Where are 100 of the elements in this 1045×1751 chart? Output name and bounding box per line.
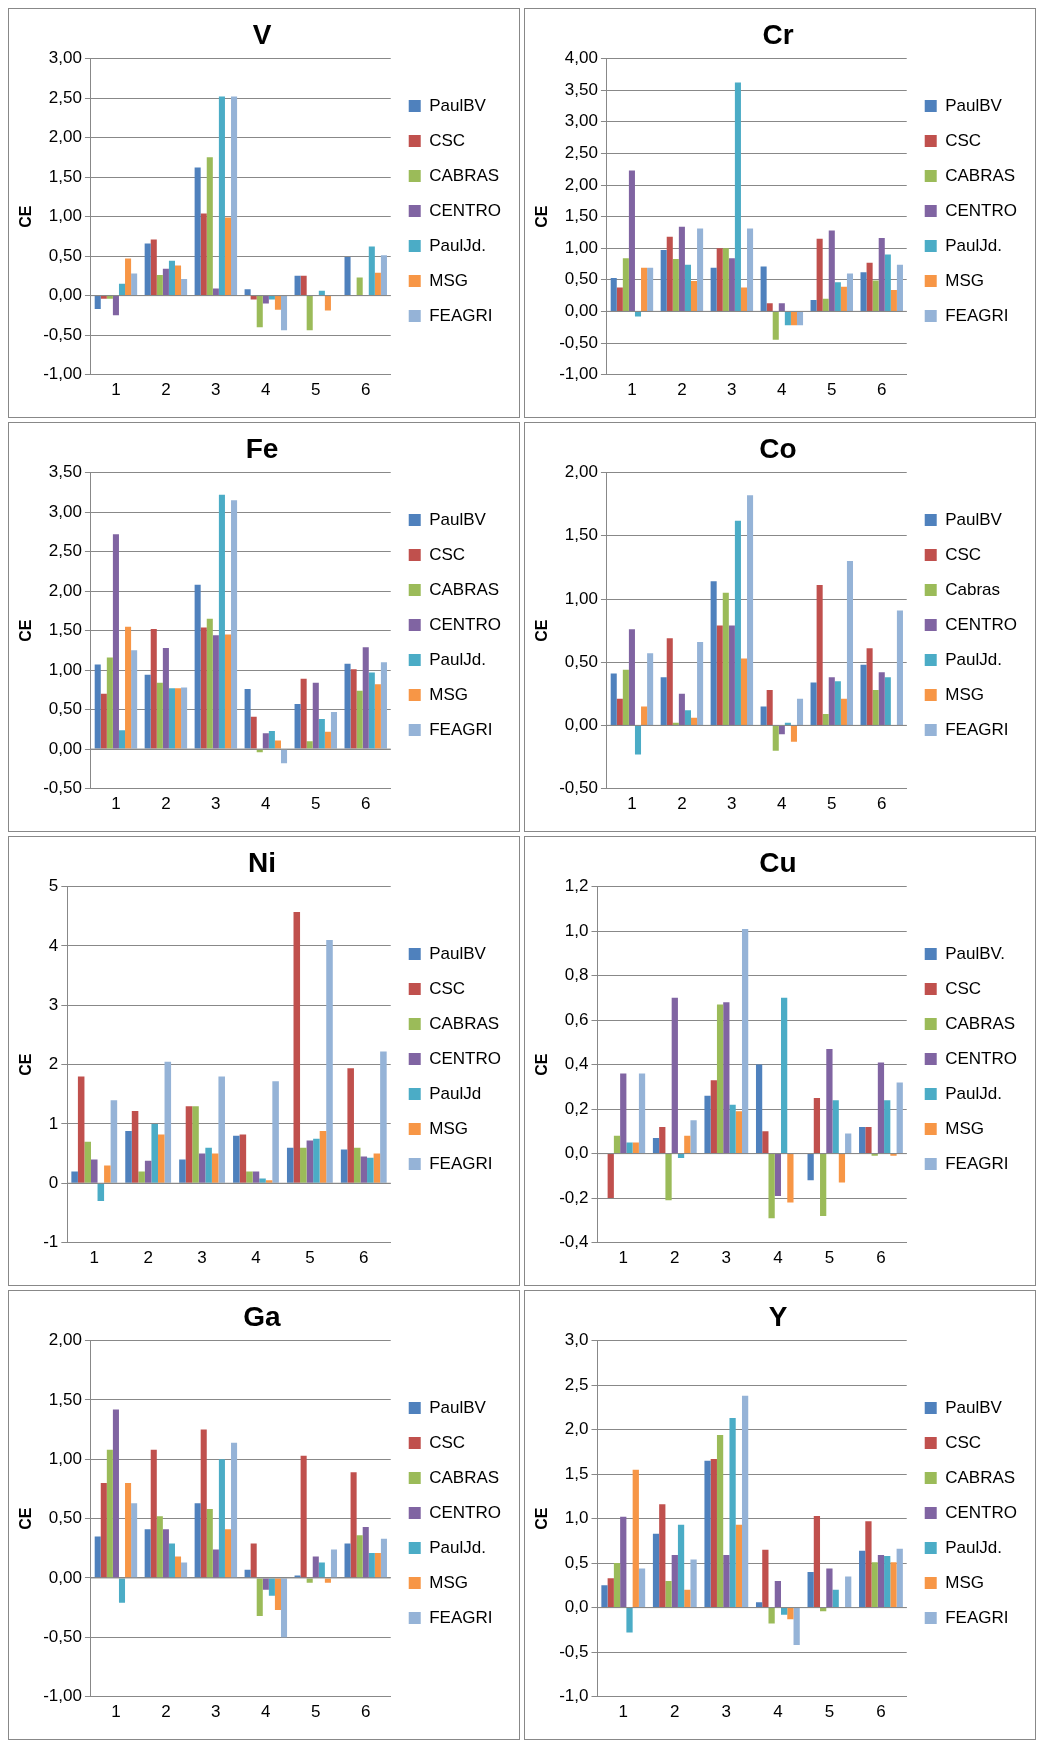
- legend-label: PaulBV: [429, 95, 487, 115]
- bar: [774, 1580, 782, 1608]
- bar: [760, 706, 767, 725]
- bar: [810, 682, 817, 725]
- y-tick-label: -0,50: [559, 332, 598, 352]
- y-tick-label: -0,2: [559, 1187, 589, 1207]
- bar: [280, 749, 288, 764]
- bar: [224, 217, 232, 296]
- legend-label: MSG: [429, 1572, 468, 1592]
- bar: [200, 1429, 207, 1578]
- y-tick-label: 1,00: [48, 659, 82, 679]
- bar: [671, 1555, 678, 1608]
- y-tick-label: 2,00: [48, 580, 82, 600]
- bar: [138, 1171, 145, 1183]
- bar: [877, 1062, 885, 1154]
- bar: [690, 1559, 697, 1608]
- legend-label: CENTRO: [429, 200, 501, 220]
- y-tick-label: 2,50: [48, 541, 82, 561]
- bar: [356, 277, 363, 296]
- y-tick-label: 0,6: [564, 1009, 589, 1029]
- bar: [218, 1076, 225, 1183]
- bar: [344, 663, 351, 749]
- bar: [766, 690, 773, 725]
- bar: [740, 658, 748, 725]
- x-tick-label: 6: [876, 1248, 886, 1268]
- bar: [872, 690, 879, 725]
- bar: [622, 258, 629, 311]
- x-tick-label: 2: [161, 794, 171, 814]
- bar: [100, 296, 107, 299]
- bar: [131, 1503, 138, 1578]
- bar: [319, 1131, 327, 1183]
- bar: [690, 281, 698, 311]
- bar: [362, 1526, 369, 1578]
- bar: [312, 1556, 319, 1578]
- bar: [660, 250, 667, 311]
- bar: [150, 1449, 157, 1578]
- bar: [678, 693, 685, 725]
- bar: [845, 1133, 852, 1154]
- bar: [734, 520, 741, 725]
- y-tick-label: 4,00: [564, 48, 598, 68]
- bar: [106, 657, 113, 749]
- bar: [672, 722, 679, 725]
- bar: [179, 1159, 186, 1183]
- bar: [610, 277, 617, 311]
- bar: [77, 1076, 85, 1183]
- bar: [834, 282, 841, 311]
- bar: [374, 272, 381, 296]
- bar: [265, 1180, 273, 1183]
- bar: [807, 1572, 814, 1608]
- y-tick-label: 1,50: [48, 620, 82, 640]
- bar: [697, 641, 704, 725]
- x-tick-label: 3: [721, 1702, 732, 1722]
- bar: [194, 1503, 201, 1578]
- bar: [156, 682, 163, 749]
- bar: [344, 256, 351, 296]
- bar: [231, 500, 238, 749]
- x-tick-label: 2: [670, 1248, 680, 1268]
- x-tick-label: 5: [827, 380, 837, 400]
- y-tick-label: 0,00: [564, 301, 598, 321]
- x-tick-label: 3: [211, 380, 221, 400]
- legend-label: CENTRO: [945, 1048, 1017, 1068]
- bar: [181, 687, 188, 749]
- legend-label: MSG: [945, 1118, 984, 1138]
- y-tick-label: 3,50: [48, 462, 82, 482]
- legend-label: CSC: [945, 1432, 982, 1452]
- bar: [716, 625, 723, 725]
- bar: [647, 653, 654, 725]
- legend-label: PaulBV.: [945, 943, 1006, 963]
- legend-label: PaulJd.: [945, 649, 1002, 669]
- bar: [318, 719, 325, 749]
- legend-label: MSG: [945, 270, 984, 290]
- bar: [280, 296, 288, 331]
- legend-label: CABRAS: [429, 1467, 500, 1487]
- x-tick-label: 5: [311, 794, 321, 814]
- bar: [613, 1563, 621, 1608]
- bar: [250, 716, 257, 749]
- y-tick-label: 3: [48, 994, 59, 1014]
- bar: [896, 264, 903, 311]
- y-axis-title: CE: [533, 205, 551, 228]
- bar: [896, 1082, 903, 1154]
- y-tick-label: 3,0: [564, 1330, 589, 1350]
- y-tick-label: 1: [48, 1113, 59, 1133]
- legend-label: CENTRO: [945, 614, 1017, 634]
- x-tick-label: 4: [777, 794, 787, 814]
- bar: [274, 740, 281, 749]
- bar: [790, 311, 797, 326]
- legend-label: FEAGRI: [429, 1607, 493, 1627]
- bar: [353, 1147, 361, 1183]
- bar: [205, 1147, 212, 1183]
- bar: [286, 1147, 294, 1183]
- bar: [781, 997, 788, 1154]
- chart-title: Co: [759, 432, 797, 464]
- bar: [859, 1550, 866, 1608]
- bar: [722, 248, 729, 311]
- x-tick-label: 6: [361, 1702, 371, 1722]
- bar: [641, 267, 648, 311]
- y-tick-label: 1,50: [564, 525, 598, 545]
- bar: [790, 725, 797, 742]
- bar: [131, 650, 138, 749]
- bar: [710, 1080, 717, 1154]
